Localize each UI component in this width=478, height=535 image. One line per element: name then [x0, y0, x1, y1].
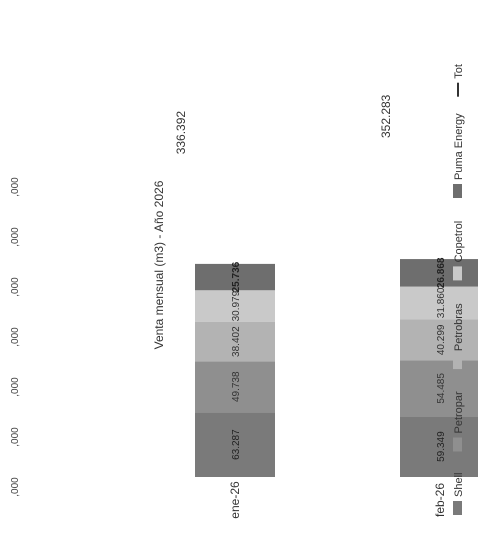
- axis-tick-label: ,000: [10, 177, 21, 197]
- bar-value-label: 59.349: [436, 431, 447, 462]
- legend-label: Petropar: [453, 391, 465, 434]
- category-labels: ene-26 feb-26: [228, 481, 447, 519]
- legend-label: Petrobras: [453, 303, 465, 351]
- bar-value-label: 31.860: [436, 287, 447, 318]
- bar-segment-copetrol: [400, 286, 478, 320]
- bar-segment-petrobras: [195, 321, 275, 362]
- bar-segment-petropar: [400, 360, 478, 417]
- axis-tick-labels: ,000 ,000 ,000 ,000 ,000 ,000 ,000: [10, 177, 21, 497]
- bar-value-label: 40.299: [436, 324, 447, 355]
- bar-value-label: 30.979: [231, 290, 242, 321]
- bar-value-label: 25.736: [231, 261, 242, 292]
- category-label: ene-26: [228, 481, 242, 519]
- total-value-label: 336.392: [174, 111, 188, 155]
- legend-label: Tot: [453, 64, 465, 79]
- legend-swatch: [453, 501, 462, 515]
- bar-segment-petropar: [195, 361, 275, 413]
- legend-swatch: [453, 437, 462, 452]
- legend-label: Puma Energy: [453, 113, 465, 180]
- axis-tick-label: ,000: [10, 227, 21, 247]
- bar-segment-petrobras: [400, 319, 478, 361]
- legend-swatch: [453, 355, 462, 370]
- category-label: feb-26: [433, 483, 447, 517]
- bar-segment-puma-energy: [195, 263, 275, 291]
- bar-series: [195, 259, 478, 477]
- bar-segment-copetrol: [195, 290, 275, 322]
- total-value-label: 352.283: [379, 94, 393, 138]
- bar-value-label: 63.287: [231, 429, 242, 460]
- axis-tick-label: ,000: [10, 377, 21, 397]
- bar-segment-shell: [400, 416, 478, 477]
- axis-tick-label: ,000: [10, 477, 21, 497]
- bar-segment-shell: [195, 412, 275, 477]
- bar-value-label: 26.868: [436, 257, 447, 288]
- total-labels: 336.392 352.283: [174, 94, 393, 154]
- axis-tick-label: ,000: [10, 277, 21, 297]
- axis-tick-label: ,000: [10, 327, 21, 347]
- bar-value-label: 38.402: [231, 326, 242, 357]
- legend-label: Shell: [453, 473, 465, 497]
- bar-value-label: 49.738: [231, 371, 242, 402]
- bar-value-label: 54.485: [436, 373, 447, 404]
- legend-swatch: [453, 184, 462, 198]
- axis-tick-label: ,000: [10, 427, 21, 447]
- chart-legend: Shell Petropar Petrobras Copetrol Puma Energ…: [453, 64, 465, 515]
- chart-title: Venta mensual (m3) - Año 2026: [152, 180, 166, 349]
- legend-label: Copetrol: [453, 221, 465, 263]
- legend-swatch: [453, 266, 462, 281]
